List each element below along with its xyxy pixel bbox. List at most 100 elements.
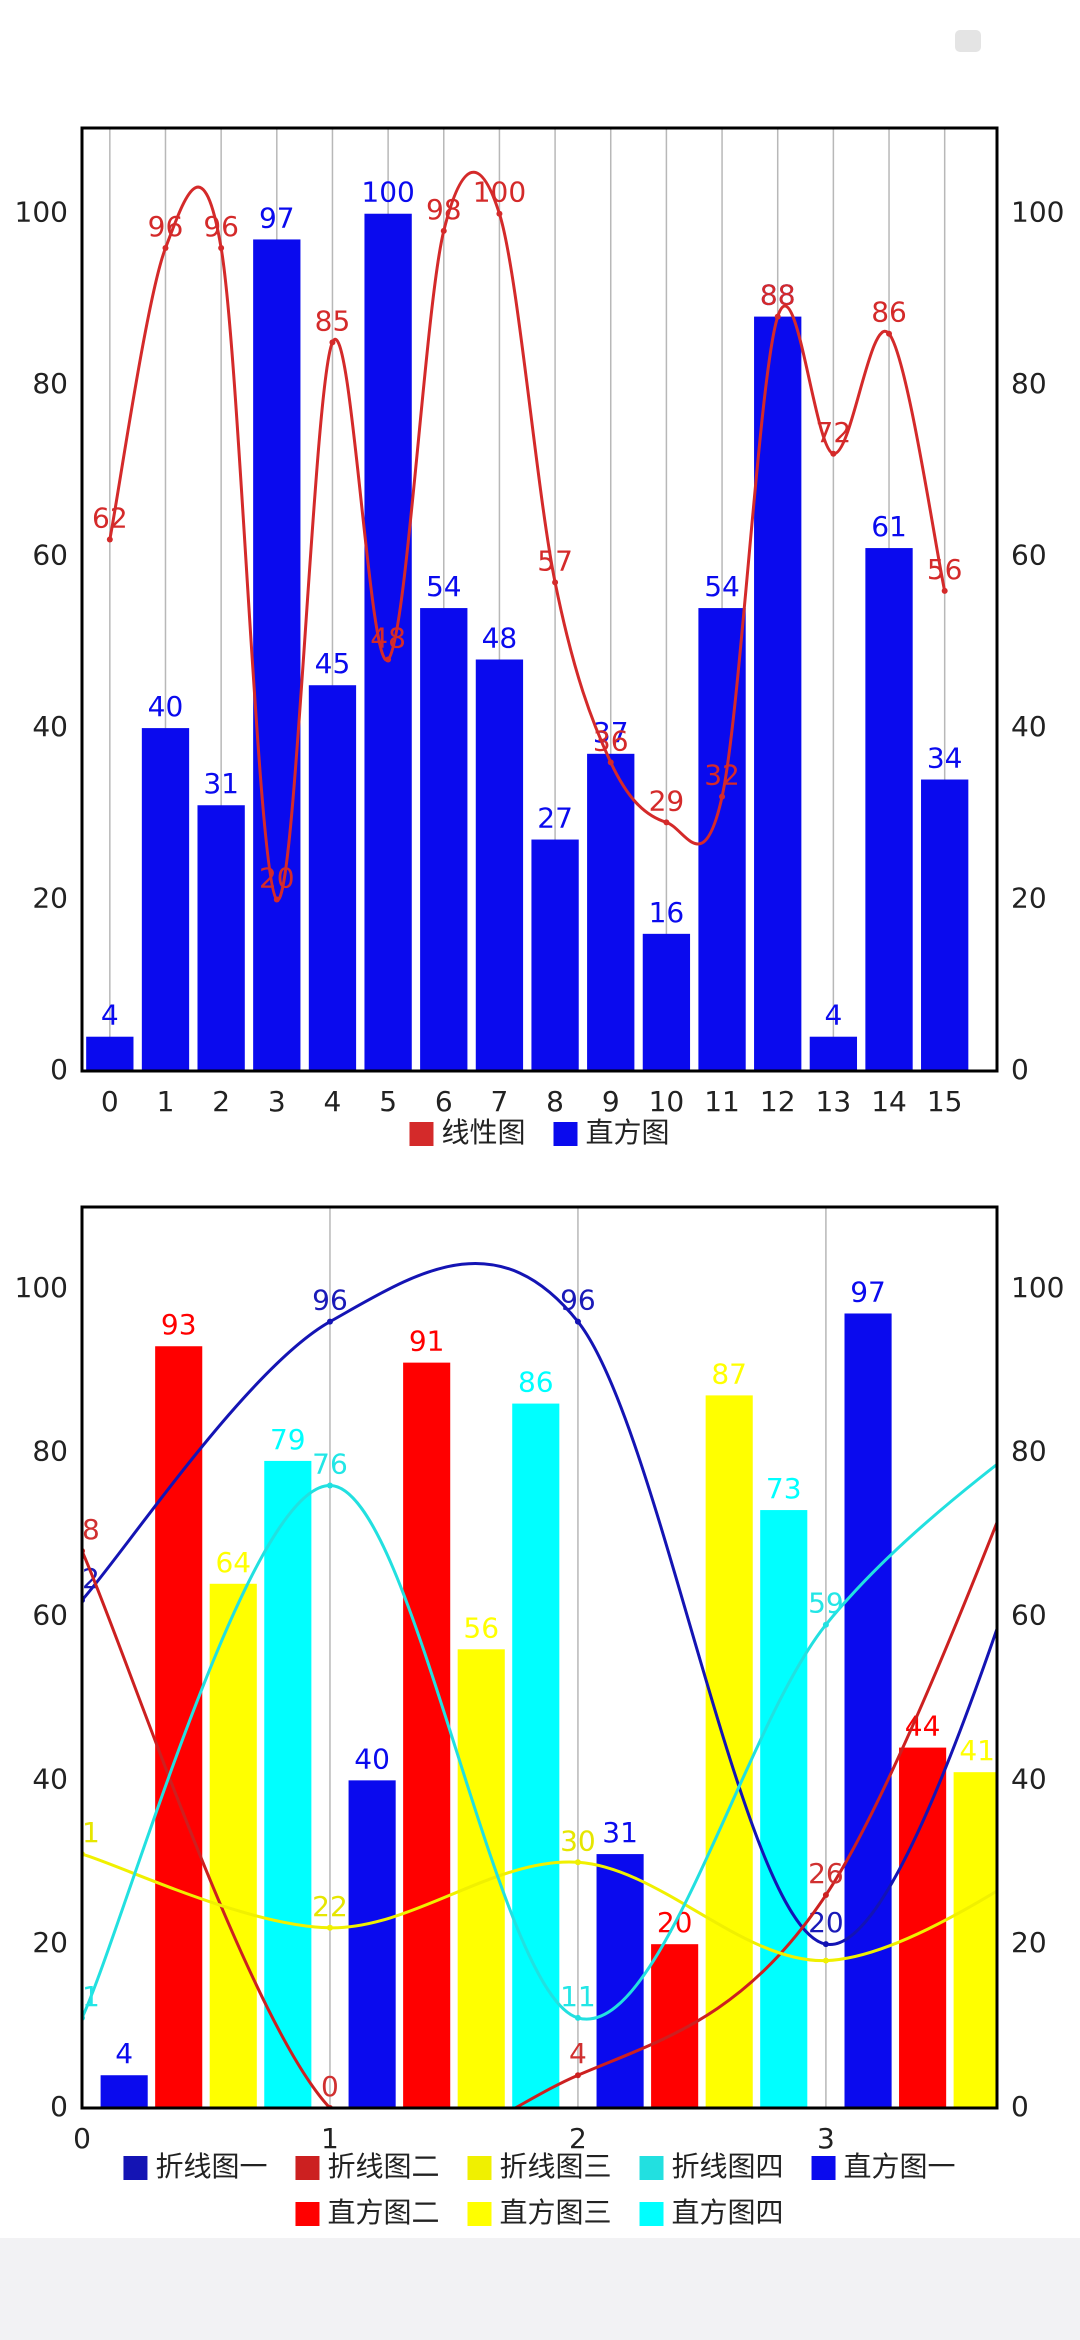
bar-value-label: 79 — [270, 1423, 306, 1456]
bar — [420, 608, 468, 1071]
y-tick-label: 60 — [32, 539, 68, 572]
x-tick-label: 13 — [816, 1085, 852, 1118]
bar — [844, 1313, 892, 2108]
line-value-label: 11 — [64, 1980, 100, 2013]
line-point — [552, 579, 559, 586]
bar — [754, 316, 802, 1071]
line-point — [440, 227, 447, 234]
plot-frame — [80, 126, 999, 1073]
bar-value-label: 40 — [354, 1742, 390, 1775]
bar — [475, 659, 524, 1071]
line-value-label: 20 — [259, 862, 295, 895]
y2-tick-label: 100 — [1011, 1271, 1064, 1304]
line-value-label: 100 — [473, 176, 526, 209]
x-tick-label: 2 — [569, 2122, 587, 2155]
line-point — [719, 793, 726, 800]
bar — [155, 1346, 203, 2108]
y2-tick-label: 40 — [1011, 1762, 1047, 1795]
y-tick-label: 60 — [32, 1599, 68, 1632]
bar-value-label: 61 — [871, 510, 907, 543]
legend-label: 折线图三 — [499, 2150, 611, 2183]
bar — [100, 2075, 148, 2108]
line-value-label: 62 — [92, 501, 128, 534]
plot-frame — [80, 1205, 999, 2110]
y2-tick-label: 0 — [1011, 1053, 1029, 1086]
bar — [141, 728, 190, 1071]
bar-value-label: 48 — [482, 622, 518, 655]
line-point — [326, 1924, 333, 1931]
line-value-label: 85 — [315, 304, 351, 337]
line-point — [941, 587, 948, 594]
y-tick-label: 80 — [32, 1435, 68, 1468]
line-point — [574, 1318, 581, 1325]
line-value-label: 11 — [560, 1980, 596, 2013]
line-value-label: 86 — [871, 296, 907, 329]
navigation-bar — [0, 2238, 1080, 2340]
bar — [264, 1460, 312, 2108]
line-point — [496, 210, 503, 217]
bar — [596, 1854, 644, 2108]
bar-value-label: 16 — [649, 896, 685, 929]
x-tick-label: 10 — [649, 1085, 685, 1118]
line-value-label: 22 — [312, 1890, 348, 1923]
line-point — [830, 450, 837, 457]
x-tick-label: 3 — [268, 1085, 286, 1118]
line-value-label: 96 — [312, 1284, 348, 1317]
bar — [364, 213, 412, 1071]
bar — [253, 239, 301, 1071]
status-icon — [955, 30, 981, 52]
x-tick-label: 5 — [379, 1085, 397, 1118]
line-value-label: 68 — [64, 1513, 100, 1546]
legend-row: 折线图一 折线图二 折线图三 折线图四 直方图一 — [123, 2150, 956, 2183]
line-value-label: 59 — [808, 1587, 844, 1620]
legend-row: 直方图二 直方图三 直方图四 — [295, 2196, 784, 2229]
legend-row: 线性图 直方图 — [409, 1116, 670, 1149]
y2-tick-label: 60 — [1011, 539, 1047, 572]
line-point — [162, 245, 169, 252]
x-tick-label: 8 — [546, 1085, 564, 1118]
y2-tick-label: 60 — [1011, 1599, 1047, 1632]
line-value-label: 30 — [560, 1824, 596, 1857]
line-value-label: 96 — [560, 1284, 596, 1317]
line-value-label: 48 — [370, 622, 406, 655]
bar — [531, 839, 579, 1071]
bar-value-label: 54 — [704, 570, 740, 603]
x-tick-label: 7 — [491, 1085, 509, 1118]
bar — [197, 805, 245, 1071]
bar — [403, 1362, 451, 2108]
line-point — [273, 896, 280, 903]
x-tick-label: 0 — [101, 1085, 119, 1118]
bar-value-label: 100 — [361, 176, 414, 209]
legend-label: 线性图 — [441, 1116, 525, 1149]
legend-label: 折线图四 — [672, 2150, 784, 2183]
line-value-label: 29 — [649, 784, 685, 817]
line-value-label: 76 — [312, 1447, 348, 1480]
line-point — [329, 339, 336, 346]
line-series — [82, 1261, 997, 1946]
bar — [86, 1036, 134, 1071]
bar-value-label: 64 — [215, 1546, 251, 1579]
y-tick-label: 40 — [32, 1762, 68, 1795]
line-point — [822, 1941, 829, 1948]
legend-swatch — [409, 1122, 434, 1146]
x-tick-label: 11 — [704, 1085, 740, 1118]
legend-label: 直方图二 — [327, 2196, 439, 2229]
line-value-label: 96 — [203, 210, 239, 243]
line-value-label: 36 — [593, 724, 629, 757]
legend-swatch — [811, 2156, 836, 2180]
bar-value-label: 88 — [760, 279, 796, 312]
legend-label: 折线图一 — [155, 2150, 267, 2183]
x-tick-label: 14 — [871, 1085, 907, 1118]
bar-value-label: 40 — [148, 690, 184, 723]
legend-swatch — [295, 2156, 320, 2180]
line-point — [106, 536, 113, 543]
bar — [953, 1772, 997, 2108]
line-point — [326, 1482, 333, 1489]
bar — [587, 753, 635, 1071]
y2-tick-label: 0 — [1011, 2090, 1029, 2123]
x-tick-label: 0 — [73, 2122, 91, 2155]
